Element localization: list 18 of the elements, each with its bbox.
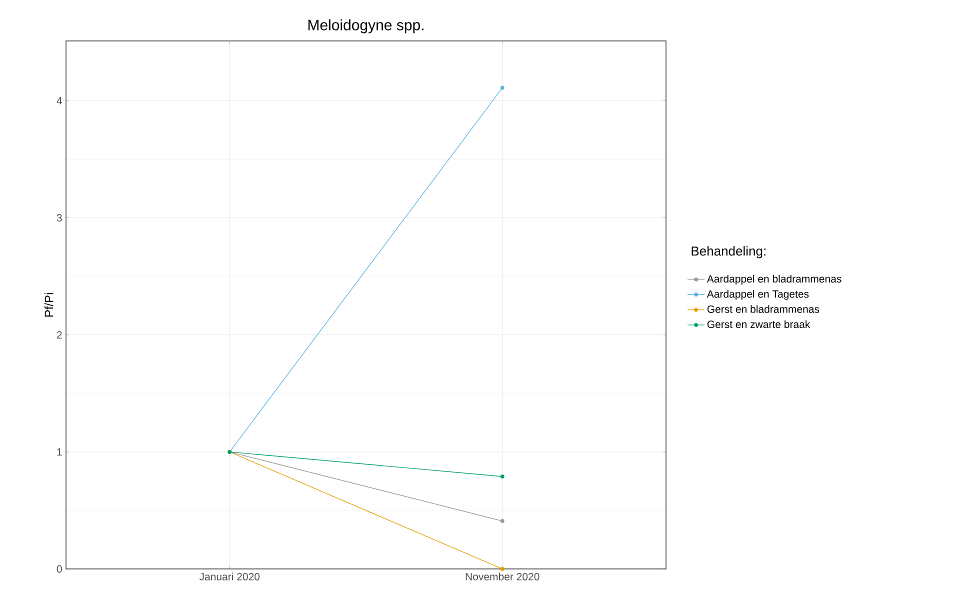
y-tick-label: 1 — [57, 448, 62, 456]
legend-title: Behandeling: — [692, 246, 766, 258]
point — [500, 474, 504, 478]
y-tick-label: 4 — [56, 97, 62, 104]
y-tick-label: 3 — [56, 214, 62, 222]
legend-label: Gerst en zwarte braak — [707, 320, 810, 328]
legend-label: Aardappel en Tagetes — [706, 290, 809, 300]
x-tick-label: Januari 2020 — [199, 572, 260, 580]
legend-label: Aardappel en bladrammenas — [706, 274, 842, 285]
x-tick-label: November 2020 — [466, 572, 540, 580]
chart-title: Meloidogyne spp. — [308, 19, 424, 34]
legend-label: Gerst en bladrammenas — [707, 305, 820, 313]
point — [500, 519, 504, 523]
y-tick-label: 2 — [57, 331, 62, 339]
y-tick-label: 0 — [56, 565, 62, 573]
point — [500, 86, 504, 90]
y-axis-title: Pf/Pi — [44, 293, 54, 317]
point — [500, 567, 504, 571]
